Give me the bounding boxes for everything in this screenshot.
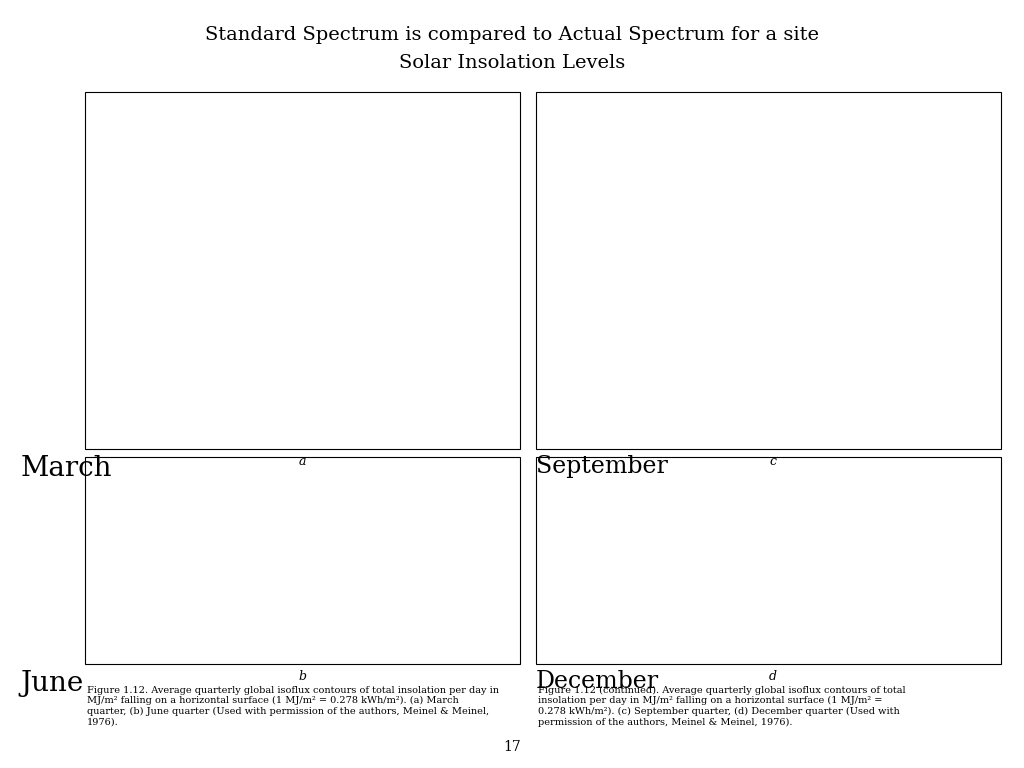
Text: June: June [20,670,84,697]
Bar [85,457,520,664]
Bar [536,457,1001,664]
Text: 17: 17 [503,740,521,754]
Text: Standard Spectrum is compared to Actual Spectrum for a site: Standard Spectrum is compared to Actual … [205,25,819,44]
Text: September: September [536,455,668,478]
Text: March: March [20,455,112,482]
Bar [536,92,1001,449]
Text: Figure 1.12 (continued). Average quarterly global isoflux contours of total
inso: Figure 1.12 (continued). Average quarter… [538,686,905,727]
Text: c: c [770,455,776,468]
Text: Solar Insolation Levels: Solar Insolation Levels [399,54,625,72]
Text: b: b [298,670,306,683]
Bar [85,92,520,449]
Text: d: d [769,670,777,683]
Text: a: a [298,455,306,468]
Text: December: December [536,670,658,693]
Text: Figure 1.12. Average quarterly global isoflux contours of total insolation per d: Figure 1.12. Average quarterly global is… [87,686,499,727]
